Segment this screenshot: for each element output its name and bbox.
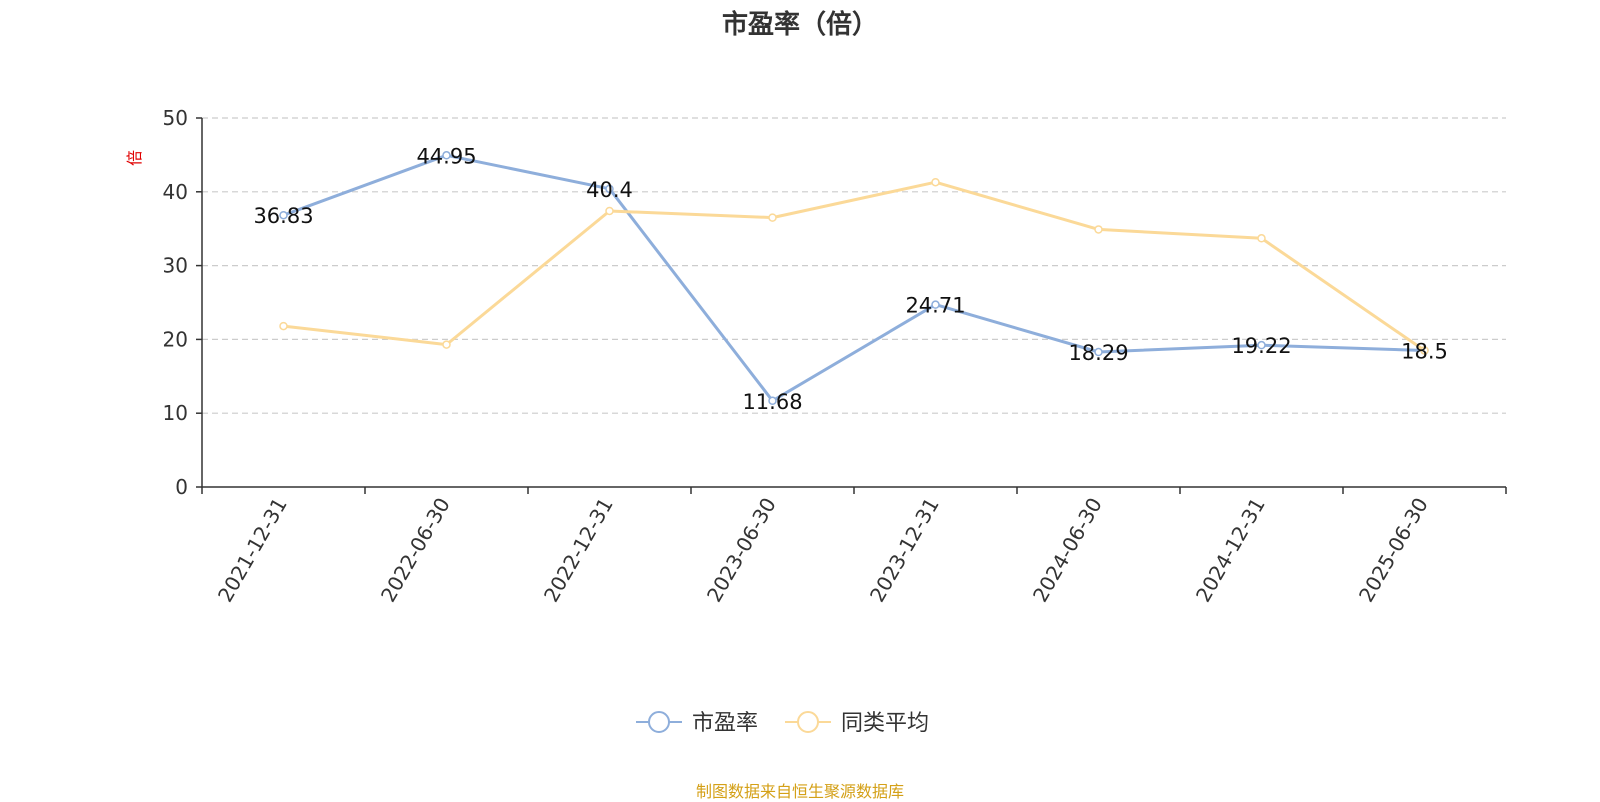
series-point-1 (768, 396, 777, 406)
x-tick-label: 2022-06-30 (376, 494, 455, 607)
data-label: 40.4 (586, 178, 633, 202)
data-label: 44.95 (416, 144, 476, 168)
x-tick-label: 2023-06-30 (702, 494, 781, 607)
data-label: 18.29 (1068, 341, 1128, 365)
series-line-2 (283, 180, 1426, 352)
series-point-2 (442, 340, 451, 349)
series-point-1 (442, 151, 451, 160)
series-point-1 (1094, 347, 1103, 357)
series-point-2 (1257, 234, 1266, 243)
series-point-1 (931, 300, 940, 309)
data-label: 11.68 (742, 390, 802, 414)
series-point-1 (1257, 340, 1266, 350)
y-tick-label: 20 (163, 327, 188, 351)
legend-label-2: 同类平均 (841, 711, 929, 736)
data-label: 18.5 (1401, 339, 1448, 363)
y-axis-label: 倍 (125, 150, 144, 166)
y-tick-label: 50 (163, 106, 188, 130)
data-label: 36.83 (253, 204, 313, 228)
series-point-1 (279, 210, 288, 220)
data-labels: 36.83 44.95 40.4 11.68 24.71 18.29 19.22 18.5 (253, 144, 1447, 414)
axes: 0 10 20 30 40 50 倍 2021-12-31 2022-06-30 2022-12-… (125, 106, 1507, 607)
series-point-2 (279, 321, 288, 331)
series-point-2 (1094, 225, 1103, 234)
legend-marker-2 (797, 711, 819, 733)
x-tick-label: 2024-12-31 (1191, 494, 1270, 607)
chart-title: 市盈率（倍） (721, 10, 878, 40)
x-tick-label: 2022-12-31 (539, 494, 618, 607)
legend: 市盈率 同类平均 (636, 711, 929, 736)
legend-label-1: 市盈率 (692, 711, 758, 736)
y-tick-label: 40 (163, 180, 188, 204)
data-label: 24.71 (905, 294, 965, 318)
grid-lines (202, 117, 1506, 414)
x-tick-label: 2025-06-30 (1354, 494, 1433, 607)
series-point-1 (605, 184, 614, 194)
source-note: 制图数据来自恒生聚源数据库 (695, 782, 904, 801)
data-label: 19.22 (1231, 334, 1291, 358)
y-tick-label: 10 (163, 401, 188, 425)
y-tick-label: 0 (175, 475, 188, 499)
x-tick-label: 2024-06-30 (1028, 494, 1107, 607)
series-point-2 (931, 177, 940, 187)
legend-marker-1 (648, 711, 670, 733)
series-layer (279, 151, 1429, 406)
x-tick-label: 2023-12-31 (865, 494, 944, 607)
series-line-1 (282, 153, 1425, 403)
series-point-2 (605, 206, 614, 216)
series-point-2 (1420, 346, 1429, 355)
series-point-2 (768, 213, 777, 222)
x-tick-label: 2021-12-31 (213, 494, 292, 607)
y-tick-label: 30 (163, 254, 188, 278)
